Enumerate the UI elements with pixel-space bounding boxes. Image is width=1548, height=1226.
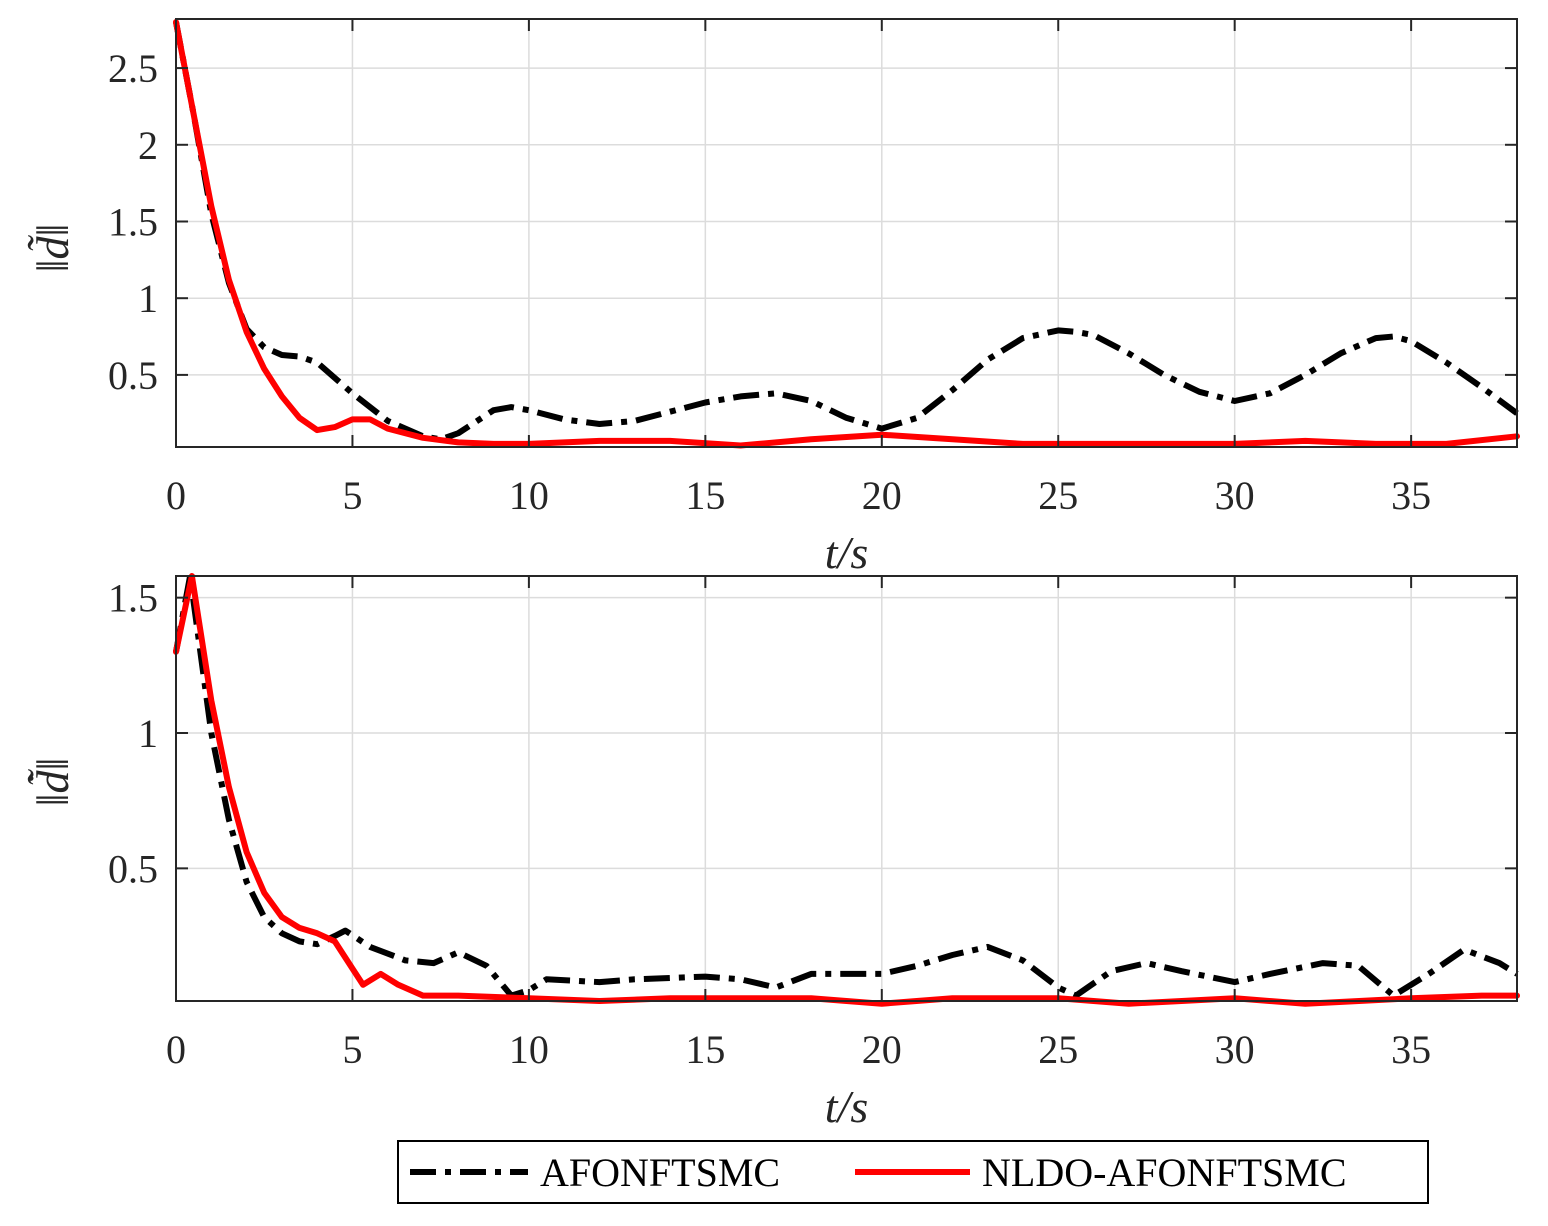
- x-axis-label: t/s: [825, 1081, 868, 1132]
- x-tick-label: 0: [166, 473, 186, 518]
- x-tick-label: 30: [1215, 1027, 1255, 1072]
- x-tick-label: 35: [1391, 1027, 1431, 1072]
- x-tick-label: 5: [342, 473, 362, 518]
- x-tick-label: 35: [1391, 473, 1431, 518]
- series-line-afonftsmc: [173, 573, 1519, 999]
- x-tick-label: 25: [1038, 473, 1078, 518]
- x-axis-label: t/s: [825, 527, 868, 578]
- x-tick-label: 20: [862, 473, 902, 518]
- series-line-nldo-afonftsmc: [173, 573, 1520, 1007]
- x-tick-label: 30: [1215, 473, 1255, 518]
- x-tick-label: 5: [342, 1027, 362, 1072]
- x-tick-label: 10: [509, 473, 549, 518]
- bottom-plot: 0 5 10 15 20 25 30 35 0.5 1 1.5 t/s ‖d̃̇‖: [27, 573, 1520, 1132]
- y-axis-label: ‖d̃‖: [27, 224, 78, 273]
- y-tick-label: 1.5: [108, 576, 158, 621]
- y-tick-label: 1: [138, 711, 158, 756]
- axes-box: [175, 575, 1518, 1002]
- x-tick-label: 10: [509, 1027, 549, 1072]
- y-tick-label: 0.5: [108, 353, 158, 398]
- legend-label-afonftsmc: AFONFTSMC: [540, 1150, 780, 1195]
- y-tick-label: 2.5: [108, 46, 158, 91]
- y-tick-label: 0.5: [108, 846, 158, 891]
- y-tick-label: 2: [138, 123, 158, 168]
- y-tick-label: 1.5: [108, 199, 158, 244]
- y-tick-label: 1: [138, 276, 158, 321]
- y-axis-label: ‖d̃̇‖: [27, 758, 78, 807]
- x-tick-label: 15: [685, 1027, 725, 1072]
- top-plot: 0 5 10 15 20 25 30 35 0.5 1 1.5 2 2.5 t/s ‖d̃‖: [27, 18, 1520, 578]
- x-tick-label: 20: [862, 1027, 902, 1072]
- x-tick-label: 15: [685, 473, 725, 518]
- x-tick-label: 25: [1038, 1027, 1078, 1072]
- series-line-nldo-afonftsmc: [173, 19, 1520, 449]
- axes-box: [175, 18, 1518, 448]
- x-tick-label: 0: [166, 1027, 186, 1072]
- legend-label-nldo-afonftsmc: NLDO-AFONFTSMC: [982, 1150, 1347, 1195]
- legend: AFONFTSMC NLDO-AFONFTSMC: [397, 1140, 1429, 1204]
- series-line-afonftsmc: [173, 21, 1519, 443]
